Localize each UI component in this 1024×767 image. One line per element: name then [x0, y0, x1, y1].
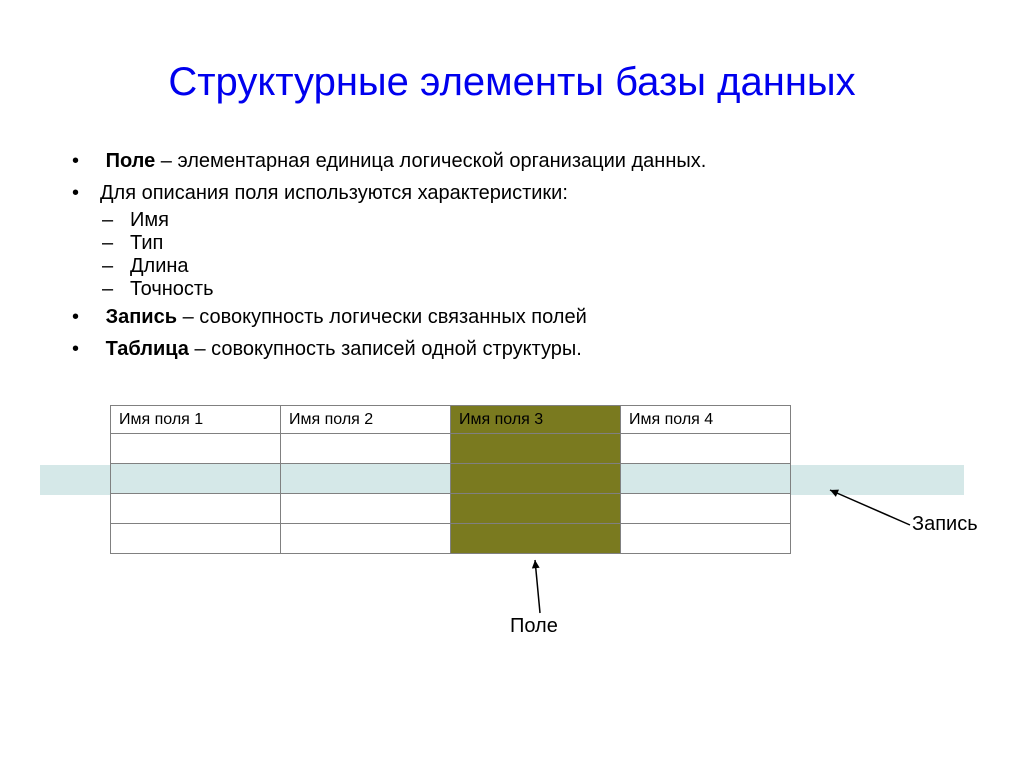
table-cell: [111, 524, 281, 554]
def-field: – элементарная единица логической органи…: [155, 150, 706, 172]
table-row: [111, 494, 791, 524]
table-header-row: Имя поля 1Имя поля 2Имя поля 3Имя поля 4: [111, 406, 791, 434]
bullet-desc: Для описания поля используются характери…: [100, 177, 974, 209]
sub-len: Длина: [130, 255, 974, 278]
table-header-cell: Имя поля 1: [111, 406, 281, 434]
callout-record-label: Запись: [912, 513, 978, 536]
table-cell: [451, 494, 621, 524]
table-cell: [451, 524, 621, 554]
bullet-list-2: Запись – совокупность логически связанны…: [50, 301, 974, 365]
term-table: Таблица: [106, 338, 189, 360]
table-cell: [451, 464, 621, 494]
db-structure-table: Имя поля 1Имя поля 2Имя поля 3Имя поля 4: [110, 405, 791, 554]
table-cell: [621, 464, 791, 494]
table-row: [111, 524, 791, 554]
bullet-table: Таблица – совокупность записей одной стр…: [100, 333, 974, 365]
table-cell: [281, 494, 451, 524]
table-row: [111, 464, 791, 494]
sub-bullet-list: Имя Тип Длина Точность: [50, 209, 974, 301]
term-record: Запись: [106, 306, 177, 328]
table-row: [111, 434, 791, 464]
table-cell: [111, 434, 281, 464]
slide-container: Структурные элементы базы данных Поле – …: [0, 0, 1024, 584]
table-cell: [621, 524, 791, 554]
table-cell: [451, 434, 621, 464]
def-record: – совокупность логически связанных полей: [177, 306, 587, 328]
term-field: Поле: [106, 150, 156, 172]
table-header-cell: Имя поля 4: [621, 406, 791, 434]
table-diagram: Имя поля 1Имя поля 2Имя поля 3Имя поля 4…: [50, 405, 974, 554]
table-header-cell: Имя поля 2: [281, 406, 451, 434]
sub-type: Тип: [130, 232, 974, 255]
bullet-field: Поле – элементарная единица логической о…: [100, 145, 974, 177]
table-cell: [621, 494, 791, 524]
table-cell: [281, 464, 451, 494]
table-cell: [281, 524, 451, 554]
table-cell: [621, 434, 791, 464]
table-cell: [111, 464, 281, 494]
callout-field-label: Поле: [510, 615, 558, 638]
slide-title: Структурные элементы базы данных: [50, 60, 974, 105]
table-cell: [111, 494, 281, 524]
sub-name: Имя: [130, 209, 974, 232]
table-cell: [281, 434, 451, 464]
bullet-record: Запись – совокупность логически связанны…: [100, 301, 974, 333]
sub-prec: Точность: [130, 278, 974, 301]
def-table: – совокупность записей одной структуры.: [189, 338, 582, 360]
bullet-list: Поле – элементарная единица логической о…: [50, 145, 974, 209]
table-header-cell: Имя поля 3: [451, 406, 621, 434]
